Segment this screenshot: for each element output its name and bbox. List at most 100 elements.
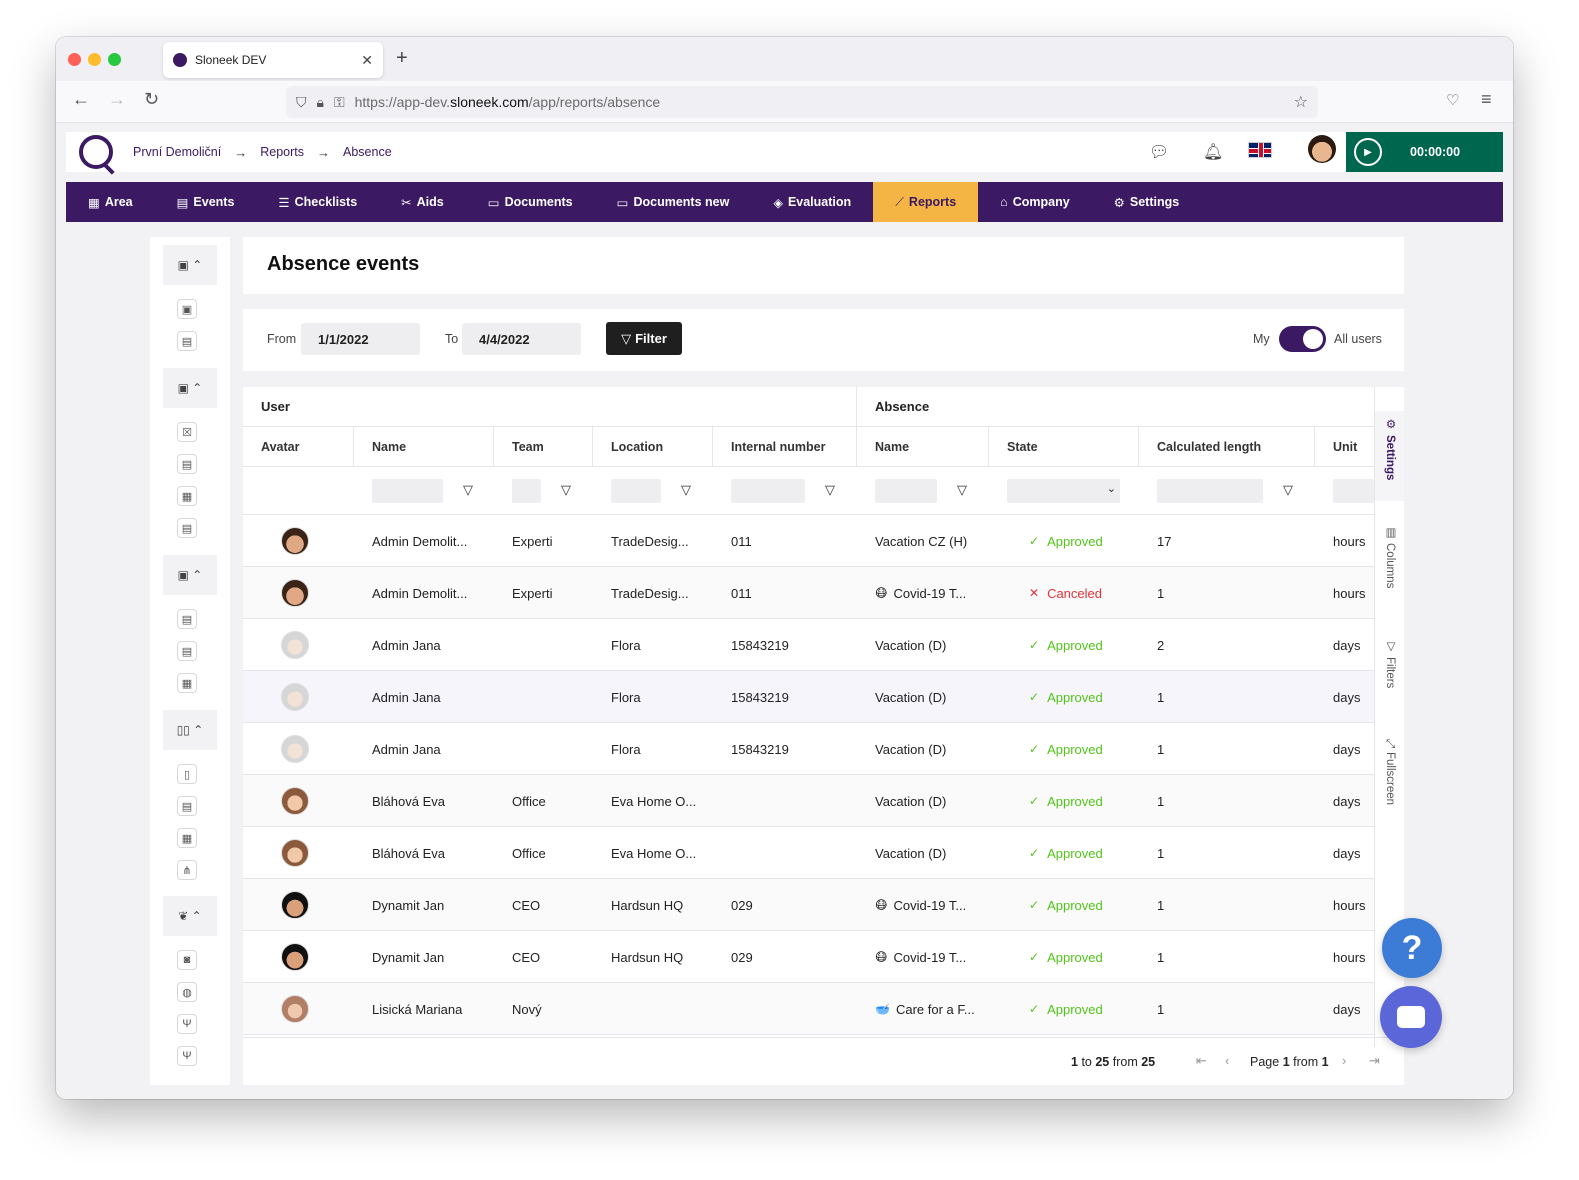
browser-tab[interactable]: Sloneek DEV ✕ [163,42,383,78]
pocket-icon[interactable]: ♡ [1446,92,1460,109]
col-header-calculated-length[interactable]: Calculated length [1139,427,1315,467]
table-row[interactable]: Bláhová Eva Office Eva Home O... Vacation (… [243,775,1374,827]
filter-team-input[interactable] [512,479,541,503]
col-header-location[interactable]: Location [593,427,713,467]
nav-item-events[interactable]: ▤ Events [155,182,257,222]
side-tab-columns[interactable]: ▥ Columns [1375,519,1404,615]
rail-calendar-icon[interactable]: ▤ [177,609,197,629]
user-avatar[interactable] [1308,135,1336,163]
rail-cutlery-icon[interactable]: Ψ [177,1046,197,1066]
chat-widget-button[interactable] [1380,986,1442,1048]
uk-flag-icon[interactable] [1248,142,1272,158]
col-header-avatar[interactable]: Avatar [243,427,354,467]
rail-calendar-icon[interactable]: ▤ [177,454,197,474]
table-row[interactable]: Dynamit Jan CEO Hardsun HQ 029 😷 Covid-19 T..… [243,879,1374,931]
nav-item-settings[interactable]: ⚙ Settings [1092,182,1202,222]
play-icon[interactable]: ▶ [1354,138,1382,166]
col-header-unit[interactable]: Unit [1315,427,1374,467]
help-button[interactable]: ? [1382,918,1442,978]
filter-name-input[interactable] [372,479,443,503]
filter-button[interactable]: ▽ Filter [606,322,682,355]
rail-group-calendar[interactable]: ▣ ⌃ [163,245,217,285]
rail-group-events[interactable]: ▣ ⌃ [163,368,217,408]
time-tracker[interactable]: ▶ 00:00:00 [1346,132,1503,172]
nav-item-area[interactable]: ▦ Area [66,182,155,222]
close-window-button[interactable] [68,53,81,66]
table-row[interactable]: Lisická Mariana Nový 🥣 Care for a F... ✓ Appr… [243,983,1374,1035]
user-scope-toggle[interactable] [1279,326,1326,352]
filter-absence-input[interactable] [875,479,937,503]
table-row[interactable]: Admin Jana Flora 15843219 Vacation (D) ✓ Appr… [243,671,1374,723]
nav-item-company[interactable]: ⌂ Company [978,182,1092,222]
side-tab-filters[interactable]: ▽ Filters [1375,633,1404,713]
rail-calendar-icon[interactable]: ▤ [177,796,197,816]
nav-item-aids[interactable]: ✂ Aids [379,182,466,222]
col-header-internal-number[interactable]: Internal number [713,427,857,467]
funnel-icon[interactable]: ▽ [957,482,967,497]
nav-item-documents[interactable]: ▭ Documents [466,182,595,222]
breadcrumb-reports[interactable]: Reports [260,145,305,159]
filter-unit-input[interactable] [1333,479,1374,503]
col-header-name[interactable]: Name [354,427,494,467]
rail-calendar-icon[interactable]: ▤ [177,331,197,351]
nav-item-checklists[interactable]: ☰ Checklists [256,182,379,222]
col-header-absence-name[interactable]: Name [857,427,989,467]
rail-cutlery-icon[interactable]: Ψ [177,1014,197,1034]
filter-length-input[interactable] [1157,479,1263,503]
previous-page-icon[interactable]: ‹ [1225,1053,1230,1068]
rail-group-book[interactable]: ▯▯ ⌃ [163,710,217,750]
new-tab-icon[interactable]: + [396,47,408,69]
table-row[interactable]: Admin Jana Flora 15843219 Vacation (D) ✓ Appr… [243,723,1374,775]
rail-grid-icon[interactable]: ▦ [177,828,197,848]
address-bar[interactable]: ⛉ 🔒︎ ⚿ https://app-dev. sloneek.com/app/r… [286,86,1318,118]
rail-grid-icon[interactable]: ▦ [177,673,197,693]
last-page-icon[interactable]: ⇥ [1369,1053,1380,1068]
col-header-team[interactable]: Team [494,427,593,467]
rail-calendar-icon[interactable]: ▤ [177,641,197,661]
rail-group-planner[interactable]: ▣ ⌃ [163,555,217,595]
minimize-window-button[interactable] [88,53,101,66]
col-header-state[interactable]: State [989,427,1139,467]
next-page-icon[interactable]: › [1342,1053,1347,1068]
from-date-input[interactable]: 1/1/2022 [301,323,420,355]
rail-camera-icon[interactable]: ◙ [177,950,197,970]
breadcrumb-company[interactable]: První Demoliční [133,145,222,159]
rail-calendar-icon[interactable]: ▤ [177,518,197,538]
table-row[interactable]: Bláhová Eva Office Eva Home O... Vacation (… [243,827,1374,879]
first-page-icon[interactable]: ⇤ [1196,1053,1207,1068]
chat-icon[interactable]: 💬︎ [1149,144,1170,161]
to-date-input[interactable]: 4/4/2022 [462,323,581,355]
table-row[interactable]: Dynamit Jan CEO Hardsun HQ 029 😷 Covid-19 T..… [243,931,1374,983]
side-tab-settings[interactable]: ⚙ Settings [1375,411,1404,501]
nav-item-reports[interactable]: ⟋ Reports [873,182,979,222]
funnel-icon[interactable]: ▽ [463,482,473,497]
rail-calendar-icon[interactable]: ▣ [177,299,197,319]
funnel-icon[interactable]: ▽ [1283,482,1293,497]
bell-icon[interactable]: 🔔︎ [1203,144,1224,161]
bookmark-star-icon[interactable]: ☆ [1293,94,1308,111]
rail-calendar-x-icon[interactable]: ☒ [177,422,197,442]
rail-book-icon[interactable]: ▯ [177,764,197,784]
hamburger-menu-icon[interactable]: ≡ [1481,89,1492,109]
nav-item-evaluation[interactable]: ◈ Evaluation [751,182,873,222]
filter-state-select[interactable]: ⌄ [1007,479,1120,503]
forward-icon[interactable]: → [108,89,126,109]
funnel-icon[interactable]: ▽ [681,482,691,497]
nav-item-documents-new[interactable]: ▭ Documents new [595,182,752,222]
back-icon[interactable]: ← [72,89,90,109]
sloneek-logo[interactable] [79,135,113,169]
rail-org-icon[interactable]: ⋔ [177,860,197,880]
table-row[interactable]: Admin Demolit... Experti TradeDesig... 011 V… [243,515,1374,567]
close-tab-icon[interactable]: ✕ [361,51,373,68]
side-tab-fullscreen[interactable]: ⤢ Fullscreen [1375,733,1404,829]
table-row[interactable]: Admin Jana Flora 15843219 Vacation (D) ✓ Appr… [243,619,1374,671]
rail-grid-icon[interactable]: ▦ [177,486,197,506]
rail-group-leaf[interactable]: ❦ ⌃ [163,896,217,936]
maximize-window-button[interactable] [108,53,121,66]
rail-palette-icon[interactable]: ◍ [177,982,197,1002]
reload-icon[interactable]: ↻ [144,89,160,109]
funnel-icon[interactable]: ▽ [825,482,835,497]
funnel-icon[interactable]: ▽ [561,482,571,497]
filter-internal-input[interactable] [731,479,805,503]
filter-location-input[interactable] [611,479,661,503]
